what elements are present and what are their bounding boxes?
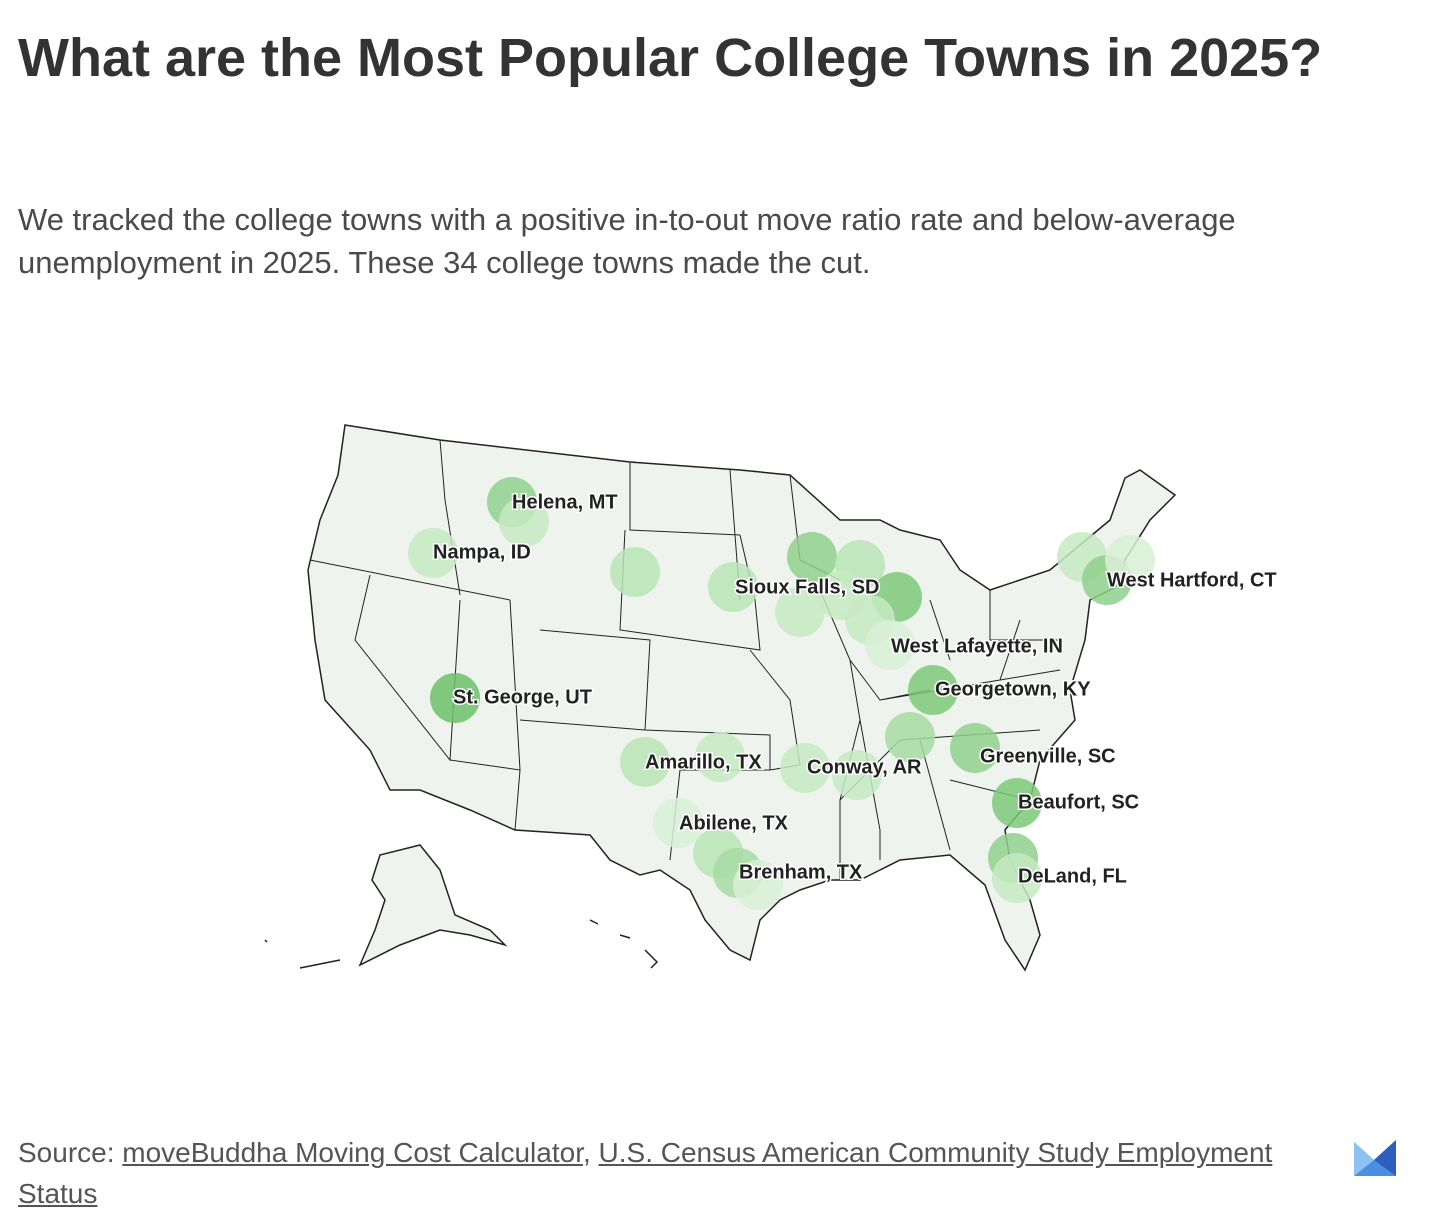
bubble: [408, 528, 458, 578]
bubble: [775, 587, 825, 637]
source: Source: moveBuddha Moving Cost Calculato…: [18, 1132, 1318, 1214]
town-label: Helena, MT: [512, 491, 618, 513]
hawaii: [264, 919, 659, 969]
bubble: [908, 665, 958, 715]
separator: ,: [582, 1137, 591, 1168]
source-link[interactable]: moveBuddha Moving Cost Calculator: [122, 1137, 583, 1168]
bubble: [992, 778, 1042, 828]
source-prefix: Source:: [18, 1137, 115, 1168]
bubble: [653, 798, 703, 848]
title: What are the Most Popular College Towns …: [18, 28, 1323, 88]
us-outline: [307, 424, 1177, 972]
bubble: [620, 737, 670, 787]
bubble: [787, 532, 837, 582]
bubble: [780, 743, 830, 793]
bubble: [885, 712, 935, 762]
town-label: West Hartford, CT: [1107, 569, 1277, 591]
town-label: Brenham, TX: [739, 861, 863, 883]
town-bubbles: [408, 477, 1155, 910]
description: We tracked the college towns with a posi…: [18, 202, 1236, 280]
town-label: St. George, UT: [453, 686, 592, 708]
town-label: Greenville, SC: [980, 745, 1116, 767]
town-label: Beaufort, SC: [1018, 791, 1139, 813]
bubble: [733, 860, 783, 910]
bubble: [865, 620, 915, 670]
town-label: DeLand, FL: [1018, 865, 1127, 887]
bubble: [610, 547, 660, 597]
town-label: Georgetown, KY: [935, 678, 1091, 700]
source-link[interactable]: U.S. Census American Community Study Emp…: [18, 1137, 1273, 1209]
town-label: West Lafayette, IN: [891, 635, 1063, 657]
town-labels: Helena, MT Nampa, ID Sioux Falls, SD Wes…: [432, 490, 1279, 889]
town-label: Abilene, TX: [679, 812, 789, 834]
bubble: [832, 750, 882, 800]
town-label: Conway, AR: [807, 756, 922, 778]
logo: [1354, 1140, 1396, 1176]
bubble: [499, 497, 549, 547]
bubble: [695, 732, 745, 782]
bubble: [430, 673, 480, 723]
bubble: [992, 853, 1042, 903]
bubble: [950, 723, 1000, 773]
town-label: Amarillo, TX: [645, 751, 762, 773]
bubble: [1105, 535, 1155, 585]
bubble: [708, 562, 758, 612]
town-label: Nampa, ID: [433, 541, 531, 563]
map: Helena, MT Nampa, ID Sioux Falls, SD Wes…: [264, 424, 1279, 972]
town-label: Sioux Falls, SD: [735, 576, 879, 598]
